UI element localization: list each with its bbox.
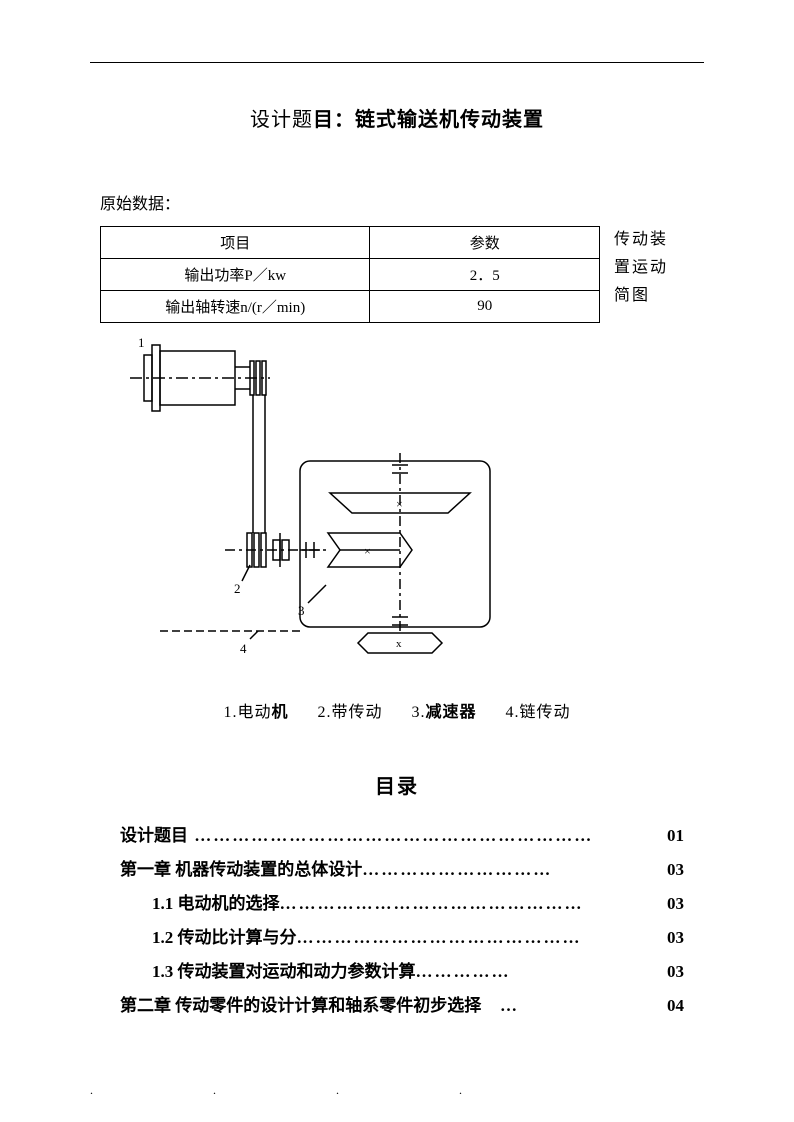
diagram-svg: 1 2: [130, 333, 510, 663]
table-row: 输出轴转速n/(r／min) 90: [101, 291, 600, 323]
toc-page: 01: [667, 819, 684, 853]
toc-dots: ………………………………………: [297, 921, 668, 955]
diagram-label-1: 1: [138, 335, 145, 350]
toc-page: 03: [667, 887, 684, 921]
toc-page: 03: [667, 955, 684, 989]
diagram-legend: 1.电动机 2.带传动 3.减速器 4.链传动: [90, 698, 704, 722]
legend-item: 3.减速器: [412, 704, 477, 721]
toc-dots: …: [481, 989, 667, 1023]
toc-page: 03: [667, 853, 684, 887]
toc-row: 设计题目 ……………………………………………………… 01: [120, 819, 684, 853]
table-cell: 输出功率P／kw: [101, 259, 370, 291]
table-header-cell: 项目: [101, 227, 370, 259]
toc-dots: ……………: [416, 955, 668, 989]
footer-marks: ....: [90, 1083, 582, 1098]
original-data-label: 原始数据：: [100, 190, 704, 214]
table-row: 项目 参数: [101, 227, 600, 259]
table-of-contents: 设计题目 ……………………………………………………… 01 第一章 机器传动装置…: [120, 819, 684, 1023]
table-cell: 90: [370, 291, 600, 323]
toc-row: 1.3 传动装置对运动和动力参数计算 …………… 03: [120, 955, 684, 989]
table-cell: 输出轴转速n/(r／min): [101, 291, 370, 323]
table-cell: 2．5: [370, 259, 600, 291]
toc-label: 1.3 传动装置对运动和动力参数计算: [152, 955, 416, 989]
svg-text:×: ×: [364, 544, 371, 558]
top-rule: [90, 62, 704, 63]
data-table-wrap: 项目 参数 输出功率P／kw 2．5 输出轴转速n/(r／min) 90 传动装…: [90, 226, 704, 323]
side-note-line: 置运动: [614, 254, 668, 282]
toc-row: 第二章 传动零件的设计计算和轴系零件初步选择 … 04: [120, 989, 684, 1023]
legend-item: 1.电动机: [223, 704, 288, 721]
table-row: 输出功率P／kw 2．5: [101, 259, 600, 291]
toc-label: 1.1 电动机的选择: [152, 887, 280, 921]
page-title: 设计题目：链式输送机传动装置: [90, 103, 704, 132]
toc-label: 设计题目: [120, 819, 188, 853]
toc-row: 第一章 机器传动装置的总体设计 ………………………… 03: [120, 853, 684, 887]
transmission-diagram: 1 2: [130, 333, 704, 668]
toc-dots: …………………………………………: [280, 887, 668, 921]
side-note: 传动装 置运动 简图: [614, 226, 668, 310]
toc-row: 1.2 传动比计算与分 ……………………………………… 03: [120, 921, 684, 955]
diagram-label-2: 2: [234, 581, 241, 596]
toc-label: 第二章 传动零件的设计计算和轴系零件初步选择: [120, 989, 481, 1023]
legend-item: 2.带传动: [317, 704, 382, 721]
toc-page: 03: [667, 921, 684, 955]
diagram-label-3: 3: [298, 603, 305, 618]
toc-label: 第一章 机器传动装置的总体设计: [120, 853, 362, 887]
toc-label: 1.2 传动比计算与分: [152, 921, 297, 955]
toc-dots: …………………………: [362, 853, 667, 887]
table-header-cell: 参数: [370, 227, 600, 259]
toc-row: 1.1 电动机的选择 ………………………………………… 03: [120, 887, 684, 921]
side-note-line: 传动装: [614, 226, 668, 254]
toc-page: 04: [667, 989, 684, 1023]
svg-text:×: ×: [396, 497, 403, 511]
side-note-line: 简图: [614, 282, 668, 310]
svg-text:x: x: [396, 638, 402, 650]
title-prefix: 设计题: [250, 109, 313, 131]
toc-dots: ………………………………………………………: [188, 819, 667, 853]
toc-title: 目录: [90, 770, 704, 799]
data-table: 项目 参数 输出功率P／kw 2．5 输出轴转速n/(r／min) 90: [100, 226, 600, 323]
title-bold: 目：链式输送机传动装置: [313, 109, 544, 131]
diagram-label-4: 4: [240, 641, 247, 656]
legend-item: 4.链传动: [506, 704, 571, 721]
